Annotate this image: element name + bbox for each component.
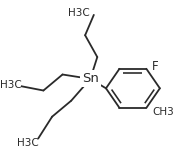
Text: CH3: CH3 — [152, 107, 174, 117]
Text: H3C: H3C — [68, 8, 90, 18]
Text: H3C: H3C — [0, 80, 21, 90]
Text: H3C: H3C — [17, 138, 39, 148]
Text: Sn: Sn — [82, 72, 99, 85]
Text: F: F — [152, 60, 158, 73]
